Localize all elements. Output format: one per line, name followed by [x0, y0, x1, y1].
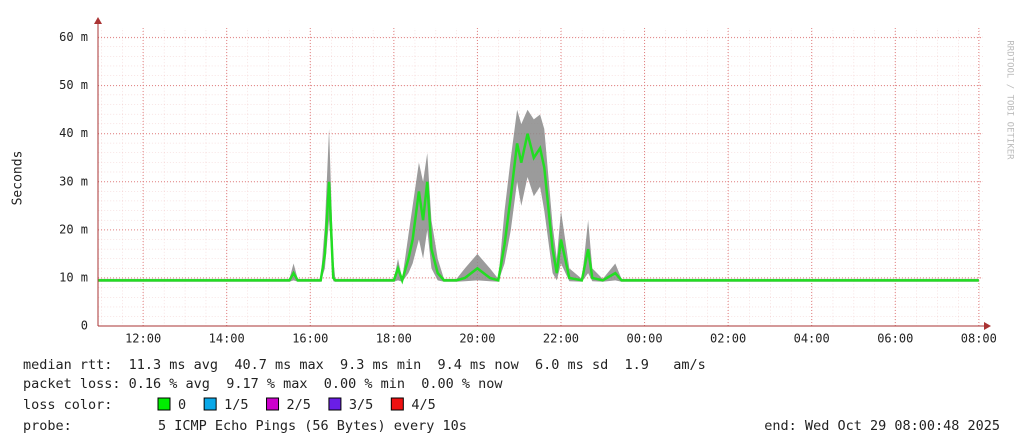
- loss-color-label: loss color:: [23, 397, 112, 413]
- x-tick-label: 18:00: [376, 332, 412, 346]
- loss-swatch: [390, 397, 404, 411]
- y-tick-label: 30 m: [59, 174, 88, 188]
- loss-label: 1/5: [224, 397, 248, 413]
- median-stats: median rtt: 11.3 ms avg 40.7 ms max 9.3 …: [23, 357, 706, 373]
- smoke-range: [98, 109, 979, 282]
- x-tick-label: 12:00: [125, 332, 161, 346]
- y-tick-label: 60 m: [59, 30, 88, 44]
- x-tick-label: 06:00: [877, 332, 913, 346]
- loss-label: 2/5: [287, 397, 311, 413]
- x-tick-label: 04:00: [794, 332, 830, 346]
- y-tick-label: 10 m: [59, 270, 88, 284]
- loss-legend: 0 1/5 2/5 3/5 4/5: [157, 397, 436, 413]
- loss-stats: packet loss: 0.16 % avg 9.17 % max 0.00 …: [23, 376, 503, 392]
- x-tick-label: 08:00: [961, 332, 997, 346]
- probe-label: probe:: [23, 418, 72, 434]
- loss-swatch: [157, 397, 171, 411]
- median-line: [98, 133, 979, 285]
- x-tick-label: 00:00: [626, 332, 662, 346]
- loss-label: 0: [178, 397, 186, 413]
- x-tick-label: 14:00: [209, 332, 245, 346]
- probe-text: 5 ICMP Echo Pings (56 Bytes) every 10s: [158, 418, 467, 434]
- x-tick-label: 20:00: [459, 332, 495, 346]
- x-tick-label: 22:00: [543, 332, 579, 346]
- y-axis-label: Seconds: [11, 151, 26, 206]
- x-arrow: [984, 322, 991, 330]
- y-tick-label: 40 m: [59, 126, 88, 140]
- loss-swatch: [266, 397, 280, 411]
- loss-swatch: [328, 397, 342, 411]
- y-tick-label: 20 m: [59, 222, 88, 236]
- side-text: RRDTOOL / TOBI OETIKER: [1005, 40, 1015, 160]
- end-time: end: Wed Oct 29 08:00:48 2025: [764, 418, 1000, 434]
- x-tick-label: 16:00: [292, 332, 328, 346]
- loss-label: 4/5: [411, 397, 435, 413]
- loss-label: 3/5: [349, 397, 373, 413]
- y-tick-label: 0: [81, 319, 88, 333]
- x-tick-label: 02:00: [710, 332, 746, 346]
- y-tick-label: 50 m: [59, 78, 88, 92]
- y-arrow: [94, 17, 102, 24]
- plot: [98, 109, 979, 285]
- loss-swatch: [203, 397, 217, 411]
